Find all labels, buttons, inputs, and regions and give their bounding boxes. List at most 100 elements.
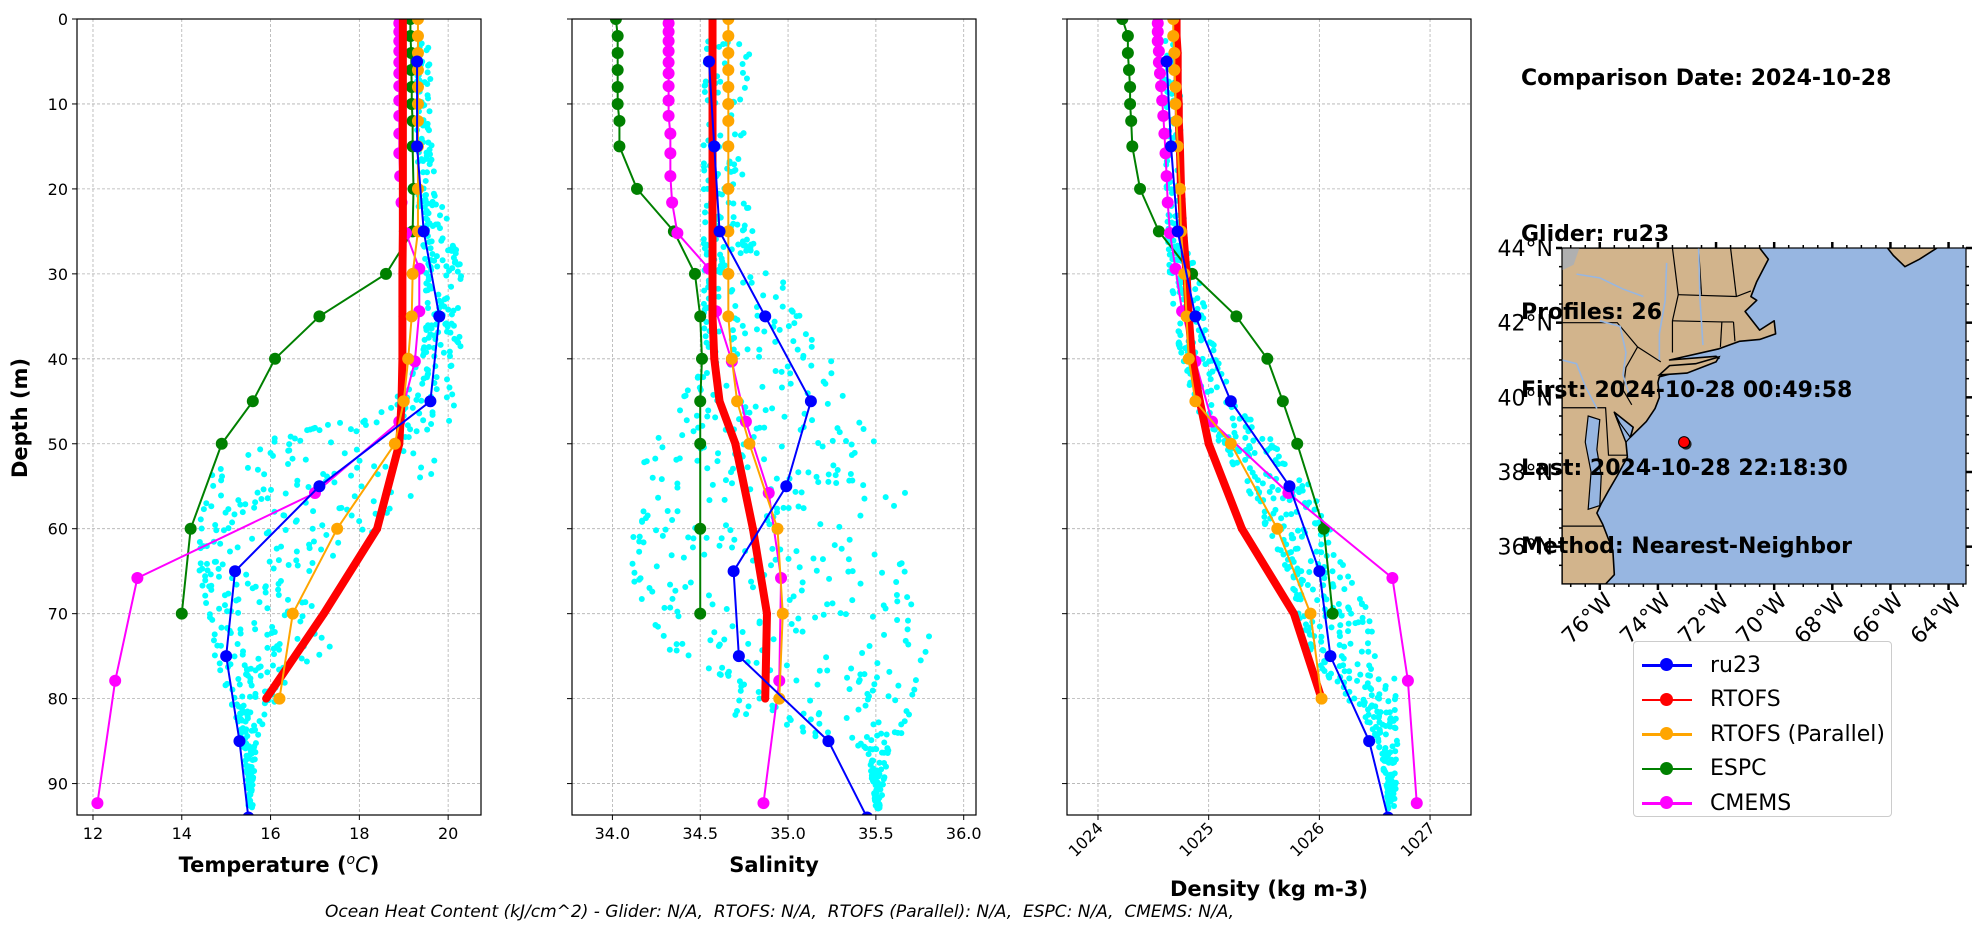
scatter-point (847, 471, 854, 478)
scatter-point (371, 463, 378, 470)
scatter-point (831, 542, 838, 549)
scatter-point (255, 655, 262, 662)
series-marker (1315, 692, 1328, 705)
series-espc (1116, 19, 1339, 620)
land-nova-scotia (1886, 248, 1939, 268)
legend-item-ru23[interactable]: ru23 (1642, 648, 1891, 683)
series-marker (664, 170, 677, 183)
legend-label: ru23 (1710, 652, 1761, 678)
scatter-point (1346, 675, 1353, 682)
series-marker (215, 437, 228, 450)
series-marker (708, 269, 717, 278)
scatter-point (690, 428, 697, 435)
scatter-point (257, 672, 264, 679)
scatter-point (1177, 320, 1184, 327)
scatter-point (438, 237, 445, 244)
scatter-point (729, 327, 736, 334)
scatter-point (731, 161, 738, 168)
series-marker (398, 19, 407, 23)
scatter-point (881, 759, 888, 766)
scatter-point (731, 131, 738, 138)
scatter-point (748, 578, 755, 585)
scatter-point (636, 548, 643, 555)
scatter-point (830, 462, 837, 469)
scatter-point (739, 171, 746, 178)
scatter-point (703, 318, 710, 325)
scatter-point (1318, 633, 1325, 640)
scatter-point (233, 597, 240, 604)
y-tick-label: 10 (48, 95, 68, 114)
series-marker (708, 184, 717, 193)
scatter-point (674, 508, 681, 515)
scatter-point (216, 660, 223, 667)
scatter-point (202, 592, 209, 599)
scatter-point (1386, 709, 1393, 716)
scatter-point (1394, 741, 1401, 748)
legend-item-rtofs[interactable]: RTOFS (1642, 683, 1891, 718)
scatter-point (876, 782, 883, 789)
scatter-point (1292, 545, 1299, 552)
scatter-point (326, 643, 333, 650)
scatter-point (270, 565, 277, 572)
scatter-point (1223, 378, 1230, 385)
scatter-point (425, 304, 432, 311)
series-marker (398, 184, 407, 193)
scatter-point (249, 757, 256, 764)
scatter-point (812, 614, 819, 621)
scatter-point (1229, 415, 1236, 422)
scatter-point (753, 659, 760, 666)
scatter-point (891, 502, 898, 509)
scatter-point (237, 630, 244, 637)
river (1599, 320, 1630, 394)
scatter-point (842, 611, 849, 618)
scatter-point (443, 272, 450, 279)
scatter-point (420, 375, 427, 382)
scatter-point (815, 479, 822, 486)
scatter-point (798, 489, 805, 496)
scatter-point (270, 645, 277, 652)
scatter-point (289, 455, 296, 462)
scatter-point (1392, 725, 1399, 732)
scatter-point (1391, 759, 1398, 766)
scatter-point (435, 291, 442, 298)
scatter-point (427, 323, 434, 330)
scatter-point (432, 221, 439, 228)
scatter-point (217, 667, 224, 674)
series-marker (424, 395, 437, 408)
scatter-point (456, 333, 463, 340)
legend-item-rtofs-parallel[interactable]: RTOFS (Parallel) (1642, 717, 1891, 752)
scatter-point (1210, 347, 1217, 354)
scatter-point (213, 527, 220, 534)
scatter-point (667, 581, 674, 588)
scatter-point (849, 477, 856, 484)
scatter-point (735, 155, 742, 162)
legend-item-espc[interactable]: ESPC (1642, 752, 1891, 787)
scatter-point (1376, 719, 1383, 726)
scatter-point (1351, 695, 1358, 702)
scatter-point (636, 538, 643, 545)
series-marker (771, 522, 784, 535)
series-marker (262, 694, 271, 703)
scatter-point (305, 484, 312, 491)
scatter-point (1178, 349, 1185, 356)
series-marker (722, 29, 735, 42)
scatter-point (730, 200, 737, 207)
scatter-point (382, 463, 389, 470)
scatter-point (673, 647, 680, 654)
plot-area (91, 19, 465, 815)
scatter-point (664, 507, 671, 514)
series-marker (732, 650, 745, 663)
legend-item-cmems[interactable]: CMEMS (1642, 786, 1891, 821)
scatter-point (861, 495, 868, 502)
scatter-point (234, 641, 241, 648)
scatter-point (723, 382, 730, 389)
scatter-point (243, 762, 250, 769)
scatter-point (264, 495, 271, 502)
scatter-point (218, 624, 225, 631)
scatter-point (873, 674, 880, 681)
scatter-point (446, 353, 453, 360)
series-marker (1171, 225, 1184, 238)
scatter-point (245, 784, 252, 791)
scatter-point (871, 551, 878, 558)
scatter-point (770, 636, 777, 643)
